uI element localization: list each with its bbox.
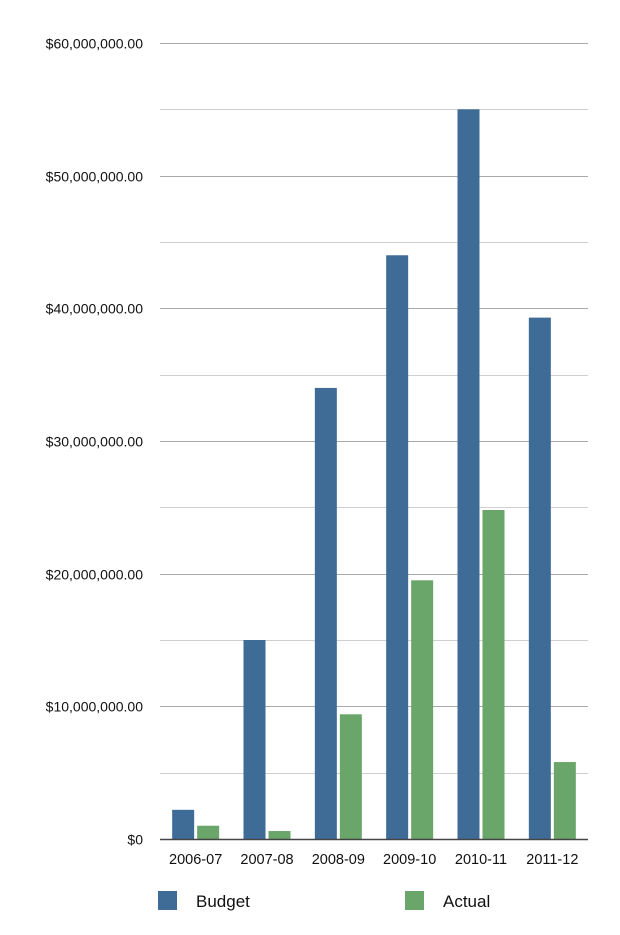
y-tick-label: $10,000,000.00 xyxy=(46,699,144,715)
gridlines xyxy=(160,43,588,774)
bar-budget-2010-11 xyxy=(457,109,480,840)
x-tick-label: 2008-09 xyxy=(312,852,365,868)
axis-labels: $0 $10,000,000.00 $20,000,000.00 $30,000,00… xyxy=(46,36,579,869)
x-tick-label: 2011-12 xyxy=(526,852,578,868)
bar-budget-2009-10 xyxy=(386,255,409,839)
bar-actual-2008-09 xyxy=(339,714,362,839)
y-tick-label: $60,000,000.00 xyxy=(46,36,144,52)
bar-actual-2011-12 xyxy=(553,762,576,839)
bar-budget-2006-07 xyxy=(172,809,195,839)
legend: Budget Actual xyxy=(158,891,490,911)
y-tick-label: $40,000,000.00 xyxy=(46,301,144,317)
x-tick-label: 2007-08 xyxy=(240,852,293,868)
bar-budget-2008-09 xyxy=(314,387,337,839)
y-tick-label: $30,000,000.00 xyxy=(46,434,144,450)
bar-actual-2007-08 xyxy=(268,831,291,839)
x-tick-label: 2010-11 xyxy=(455,852,507,868)
x-tick-label: 2006-07 xyxy=(169,852,222,868)
y-tick-label: $0 xyxy=(127,832,143,848)
legend-swatch-actual xyxy=(405,891,424,910)
bar-budget-2007-08 xyxy=(243,640,266,839)
legend-swatch-budget xyxy=(158,891,177,910)
bar-actual-2009-10 xyxy=(411,580,434,839)
x-tick-label: 2009-10 xyxy=(383,852,436,868)
y-tick-label: $20,000,000.00 xyxy=(46,567,144,583)
legend-label-actual: Actual xyxy=(443,892,490,911)
legend-label-budget: Budget xyxy=(196,892,250,911)
bar-actual-2010-11 xyxy=(482,509,505,839)
y-tick-label: $50,000,000.00 xyxy=(46,169,144,185)
bars xyxy=(172,109,576,840)
bar-budget-2011-12 xyxy=(528,317,551,839)
bar-actual-2006-07 xyxy=(197,825,220,839)
